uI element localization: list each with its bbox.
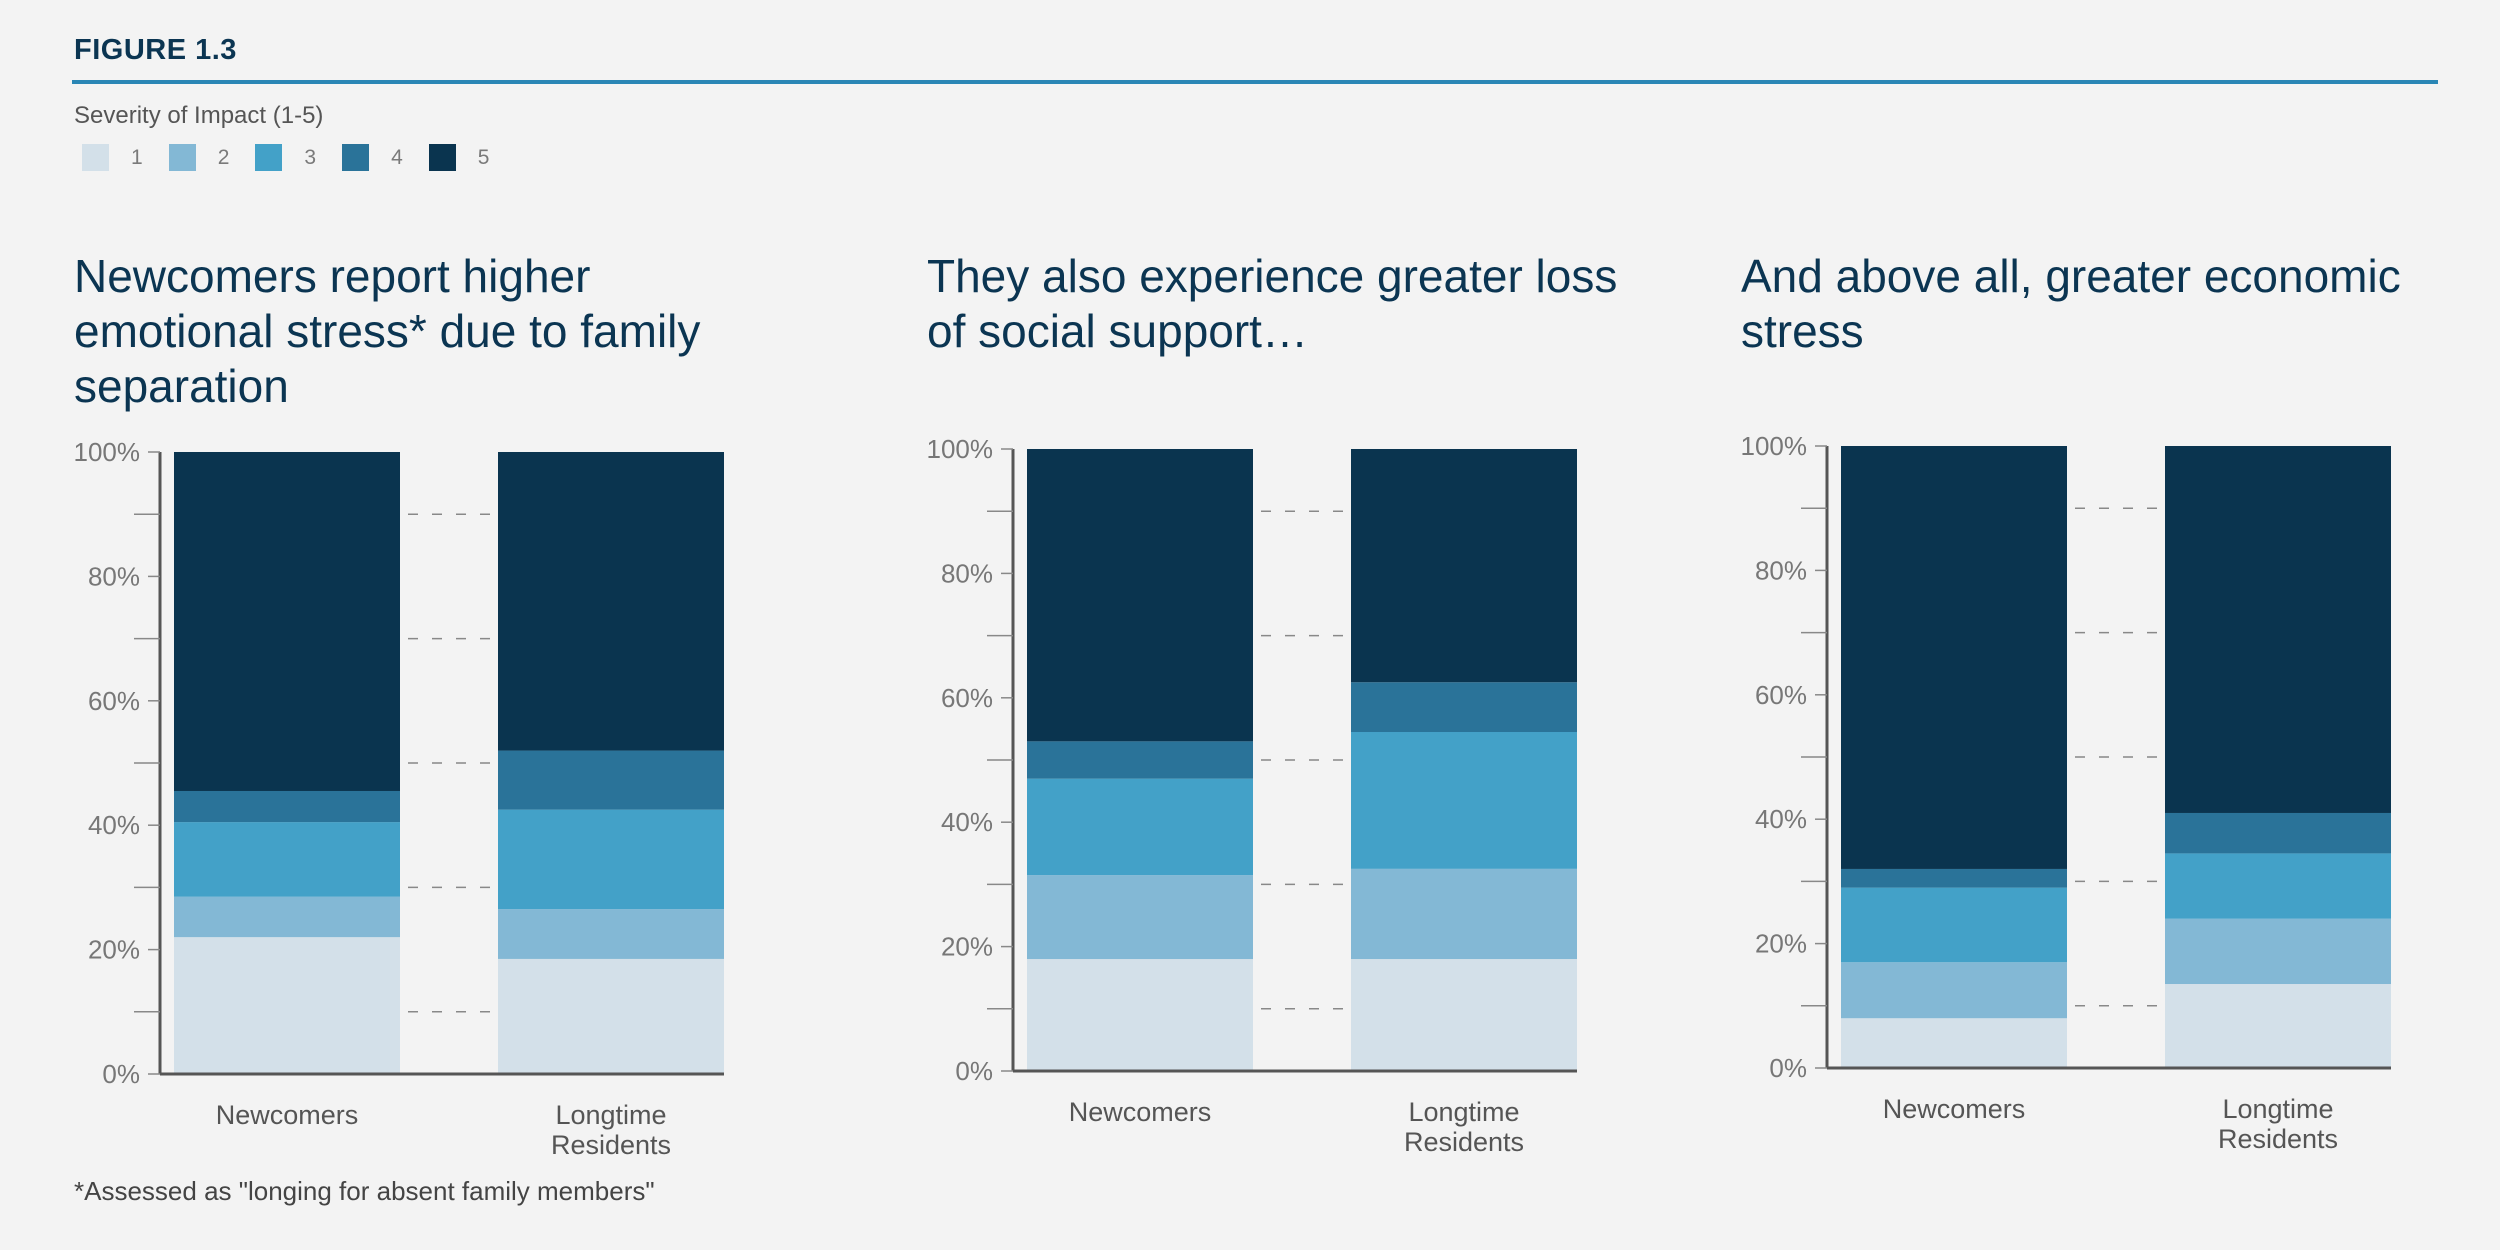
y-tick-label: 20% (941, 932, 993, 962)
bar-segment (1841, 887, 2067, 963)
panel-title: And above all, greater economic stress (1741, 250, 2401, 357)
bar-segment (1027, 875, 1253, 960)
category-label: Longtime (1408, 1097, 1519, 1127)
bar-segment (1027, 449, 1253, 742)
bar-segment (174, 452, 400, 791)
category-label: Residents (1404, 1127, 1524, 1157)
bar-segment (1841, 962, 2067, 1019)
bar-segment (2165, 984, 2391, 1068)
y-tick-label: 40% (941, 807, 993, 837)
legend-label: 4 (391, 145, 403, 169)
legend-item: 3 (255, 144, 316, 171)
bar-segment (1351, 682, 1577, 733)
category-label: Newcomers (216, 1100, 359, 1130)
category-label: Newcomers (1069, 1097, 1212, 1127)
bar-segment (2165, 918, 2391, 985)
figure-label: FIGURE 1.3 (74, 34, 237, 66)
category-label: Residents (551, 1130, 671, 1160)
legend-label: 2 (217, 145, 230, 169)
bar-segment (498, 452, 724, 751)
legend-label: 3 (304, 145, 317, 169)
legend-item: 4 (342, 144, 403, 171)
bar-segment (498, 958, 724, 1074)
footnote: *Assessed as "longing for absent family … (74, 1176, 655, 1206)
y-tick-label: 80% (88, 561, 140, 591)
legend-swatch (342, 144, 370, 171)
y-tick-label: 0% (955, 1056, 993, 1086)
y-tick-label: 20% (1755, 929, 1807, 959)
category-label: Newcomers (1883, 1094, 2026, 1124)
y-tick-label: 60% (941, 683, 993, 713)
category-label: Residents (2218, 1124, 2338, 1154)
legend-title: Severity of Impact (1-5) (74, 102, 324, 129)
bar-segment (174, 896, 400, 938)
y-tick-label: 80% (1755, 555, 1807, 585)
legend: 1 2 3 4 5 (82, 144, 515, 171)
y-tick-label: 60% (1755, 680, 1807, 710)
legend-item: 2 (168, 144, 230, 171)
bar-segment (174, 790, 400, 823)
y-tick-label: 40% (1755, 804, 1807, 834)
bar-segment (1027, 778, 1253, 876)
y-tick-label: 60% (88, 686, 140, 716)
legend-swatch (255, 144, 283, 171)
y-tick-label: 20% (88, 935, 140, 965)
y-tick-label: 100% (1741, 431, 1808, 461)
legend-label: 1 (131, 145, 143, 169)
panel-title: Newcomers report higher emotional stress… (74, 250, 701, 412)
bar-segment (1841, 1018, 2067, 1068)
y-tick-label: 40% (88, 810, 140, 840)
bar-segment (498, 809, 724, 910)
y-tick-label: 80% (941, 558, 993, 588)
y-tick-label: 100% (74, 437, 141, 467)
category-label: Longtime (555, 1100, 666, 1130)
category-label: Longtime (2222, 1094, 2333, 1124)
legend-swatch (82, 144, 109, 171)
bar-segment (1027, 741, 1253, 779)
bar-segment (2165, 446, 2391, 813)
y-tick-label: 0% (1769, 1053, 1807, 1083)
bar-segment (498, 909, 724, 959)
legend-label: 5 (477, 145, 490, 169)
bar-segment (1841, 868, 2067, 888)
bar-segment (1351, 959, 1577, 1071)
bar-segment (2165, 853, 2391, 919)
legend-item: 1 (82, 144, 143, 171)
bar-segment (498, 750, 724, 810)
y-tick-label: 0% (102, 1059, 140, 1089)
legend-item: 5 (428, 144, 490, 171)
bar-segment (1027, 959, 1253, 1071)
panel-title: They also experience greater loss of soc… (927, 250, 1618, 357)
bar-segment (1841, 446, 2067, 869)
header-rule (72, 80, 2438, 84)
bar-segment (174, 822, 400, 897)
bar-segment (1351, 732, 1577, 869)
bar-segment (1351, 449, 1577, 683)
y-tick-label: 100% (927, 434, 994, 464)
legend-swatch (168, 144, 196, 171)
bar-segment (2165, 812, 2391, 854)
legend-swatch (428, 144, 456, 171)
bar-segment (174, 937, 400, 1074)
bar-segment (1351, 868, 1577, 960)
